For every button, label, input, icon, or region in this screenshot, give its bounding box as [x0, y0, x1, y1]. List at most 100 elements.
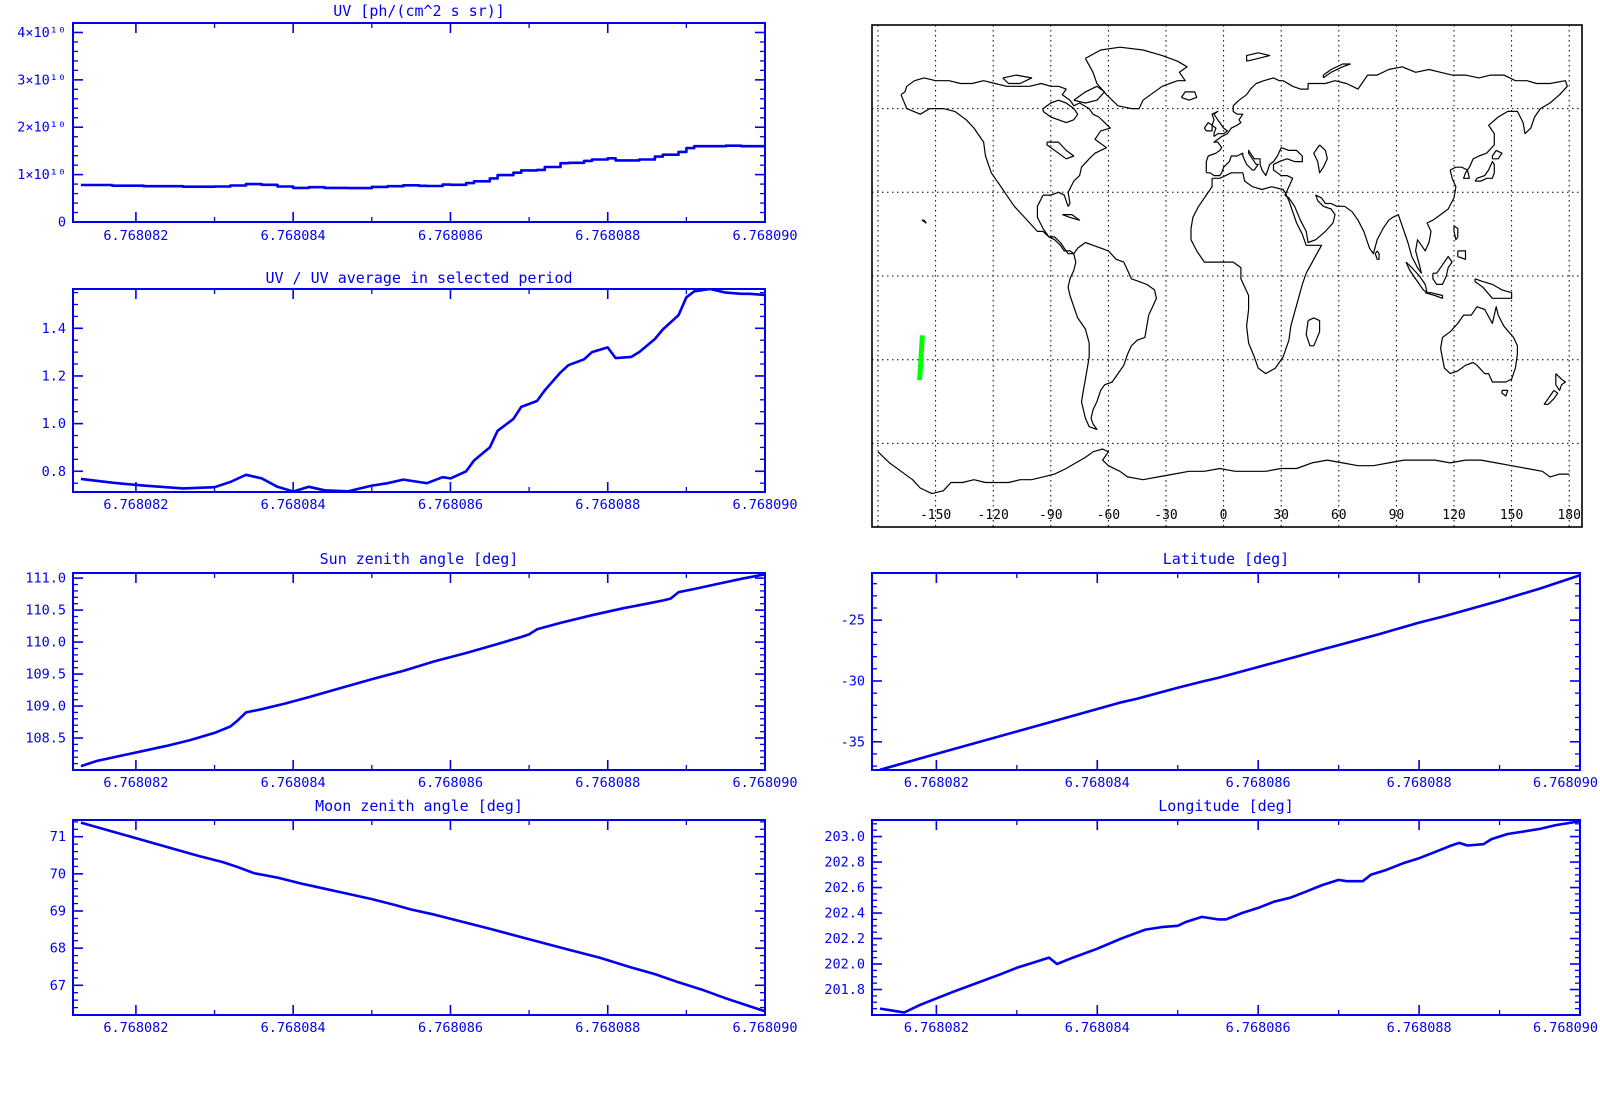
y-tick-label: 71: [50, 829, 66, 845]
y-tick-label: -30: [841, 673, 865, 689]
x-tick-label: 6.768084: [261, 228, 326, 244]
map-lon-label: 120: [1442, 508, 1465, 523]
y-tick-label: 4×10¹⁰: [17, 25, 66, 41]
x-tick-label: 6.768082: [904, 775, 969, 791]
x-tick-label: 6.768084: [261, 1020, 326, 1036]
map-lon-label: 60: [1331, 508, 1347, 523]
y-tick-label: 69: [50, 904, 66, 920]
y-tick-label: 0.8: [42, 464, 66, 480]
map-coastline: [1374, 250, 1380, 260]
world-map: -150 -120 -90 -60 -30 0 30 60 90 120 150 180: [871, 24, 1583, 528]
map-coastline: [1555, 373, 1566, 391]
map-coastline: [1440, 306, 1518, 383]
x-tick-label: 6.768086: [418, 775, 483, 791]
map-lon-label: -150: [920, 508, 951, 523]
x-tick-label: 6.768082: [103, 1020, 168, 1036]
map-coastline: [1002, 74, 1033, 85]
uv-ratio-chart: 6.768082 6.768084 6.768086 6.768088 6.768090…: [42, 288, 798, 513]
x-tick-label: 6.768088: [1387, 1020, 1452, 1036]
axis-box: [72, 572, 766, 771]
x-tick-label: 6.768084: [1065, 1020, 1130, 1036]
map-coastline: [1543, 389, 1559, 405]
map-lon-label: -120: [978, 508, 1009, 523]
map-coastline: [1246, 52, 1271, 62]
x-tick-label: 6.768088: [575, 775, 640, 791]
uv-flux-series-line: [80, 144, 765, 190]
map-lon-label: 90: [1389, 508, 1405, 523]
x-tick-label: 6.768086: [418, 1020, 483, 1036]
y-tick-label: 202.2: [824, 931, 865, 947]
map-coastline: [1073, 85, 1106, 104]
x-tick-label: 6.768088: [575, 1020, 640, 1036]
y-tick-label: 3×10¹⁰: [17, 72, 66, 88]
x-tick-label: 6.768082: [103, 497, 168, 513]
map-lon-label: -30: [1154, 508, 1177, 523]
y-tick-label: -35: [841, 734, 865, 750]
y-tick-label: 2×10¹⁰: [17, 120, 66, 136]
longitude-series-line: [879, 820, 1580, 1014]
map-coastline: [1180, 91, 1198, 101]
uv-ratio-title: UV / UV average in selected period: [265, 269, 573, 287]
map-lon-label: 180: [1557, 508, 1580, 523]
y-tick-label: 202.6: [824, 880, 865, 896]
y-tick-label: -25: [841, 613, 865, 629]
map-coastline: [1190, 172, 1323, 375]
map-lon-label: -60: [1097, 508, 1120, 523]
map-coastline: [1491, 149, 1503, 160]
map-coastline: [1205, 66, 1568, 274]
axis-box: [871, 819, 1581, 1016]
map-coastline: [1501, 389, 1509, 397]
axis-box: [871, 572, 1581, 771]
y-tick-label: 67: [50, 978, 66, 994]
x-tick-label: 6.768090: [1533, 775, 1598, 791]
y-tick-label: 109.5: [25, 667, 66, 683]
map-coastline: [1322, 63, 1351, 79]
sun-zenith-series-line: [80, 573, 765, 768]
y-tick-label: 109.0: [25, 699, 66, 715]
x-tick-label: 6.768082: [103, 775, 168, 791]
y-tick-label: 1×10¹⁰: [17, 167, 66, 183]
y-tick-label: 108.5: [25, 731, 66, 747]
y-tick-label: 68: [50, 941, 66, 957]
sun-zenith-chart: 6.768082 6.768084 6.768086 6.768088 6.768090…: [25, 571, 797, 791]
map-coastline: [1084, 46, 1188, 110]
uv-flux-chart: 6.768082 6.768084 6.768086 6.768088 6.768090…: [17, 22, 798, 244]
moon-zenith-title: Moon zenith angle [deg]: [315, 797, 523, 815]
axis-box: [72, 288, 766, 493]
x-tick-label: 6.768082: [904, 1020, 969, 1036]
map-ground-track: [917, 335, 925, 381]
sun-zenith-title: Sun zenith angle [deg]: [319, 550, 519, 568]
moon-zenith-series-line: [80, 821, 765, 1013]
x-tick-label: 6.768090: [732, 1020, 797, 1036]
map-coastline: [900, 77, 1111, 255]
x-tick-label: 6.768088: [1387, 775, 1452, 791]
y-tick-label: 111.0: [25, 571, 66, 587]
y-tick-label: 1.2: [42, 368, 66, 384]
y-tick-label: 110.0: [25, 635, 66, 651]
map-lon-label: -90: [1039, 508, 1062, 523]
map-coastline: [1474, 278, 1513, 299]
x-tick-label: 6.768090: [732, 228, 797, 244]
x-tick-label: 6.768086: [418, 228, 483, 244]
x-tick-label: 6.768084: [261, 775, 326, 791]
y-tick-label: 1.4: [42, 321, 66, 337]
y-tick-label: 202.0: [824, 957, 865, 973]
map-coastline: [1425, 292, 1444, 299]
x-tick-label: 6.768086: [1226, 775, 1291, 791]
y-tick-label: 203.0: [824, 829, 865, 845]
map-coastline: [1211, 110, 1228, 137]
moon-zenith-chart: 6.768082 6.768084 6.768086 6.768088 6.768090…: [50, 819, 798, 1036]
map-coastline: [1067, 241, 1157, 430]
map-coastline: [1042, 99, 1079, 124]
map-coastline: [1474, 161, 1495, 182]
y-tick-label: 202.8: [824, 855, 865, 871]
map-coastline: [877, 448, 1570, 495]
x-tick-label: 6.768082: [103, 228, 168, 244]
map-coastline: [1062, 214, 1081, 221]
map-border: [871, 24, 1583, 528]
map-coastline: [1313, 144, 1328, 174]
map-lon-label: 0: [1220, 508, 1228, 523]
y-tick-label: 202.4: [824, 906, 865, 922]
